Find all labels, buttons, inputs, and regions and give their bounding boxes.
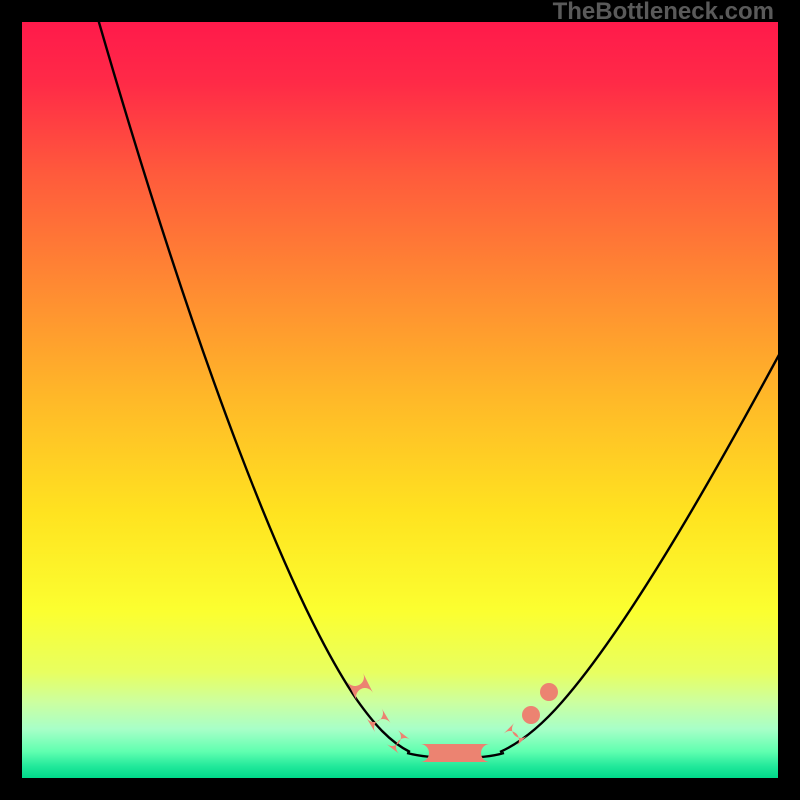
chart-plot-area (22, 22, 778, 778)
curve-right-branch (500, 312, 778, 752)
curve-left-branch (96, 22, 410, 752)
watermark-text: TheBottleneck.com (553, 0, 774, 26)
curve-marker-capsule (420, 744, 490, 762)
curve-marker-capsule (347, 673, 373, 701)
curve-marker-capsule (366, 708, 390, 732)
curve-marker-dot (522, 706, 540, 724)
bottleneck-curve (22, 22, 778, 778)
curve-markers (347, 673, 558, 762)
curve-marker-dot (540, 683, 558, 701)
